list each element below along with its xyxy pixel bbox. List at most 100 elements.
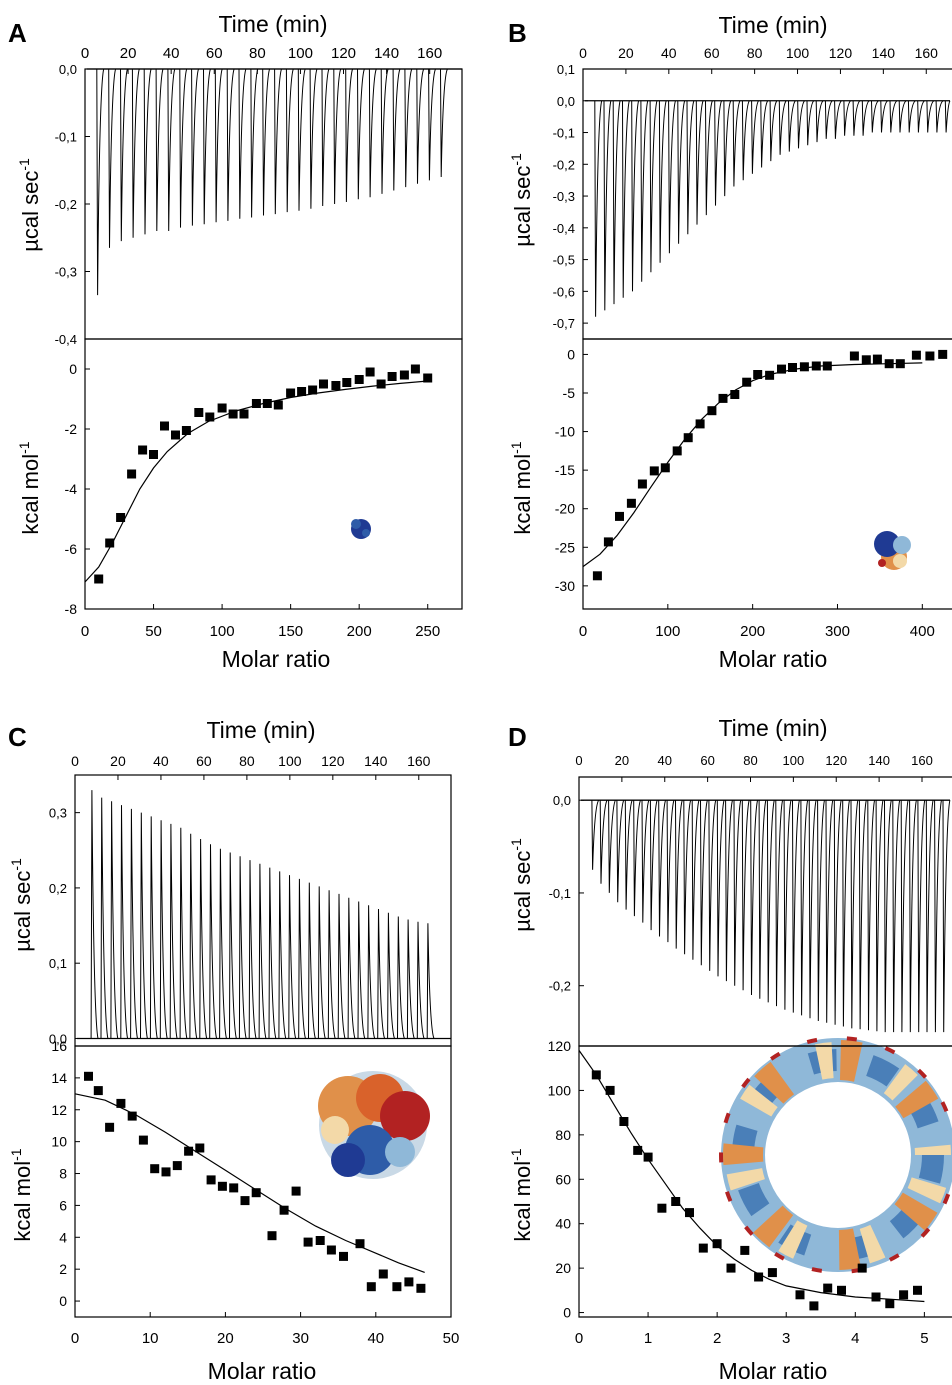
tick-label: 50 bbox=[443, 1330, 460, 1347]
data-point bbox=[229, 1183, 239, 1193]
injection-peak bbox=[783, 800, 792, 1010]
injection-peak bbox=[723, 100, 732, 197]
tick-label: 10 bbox=[51, 1134, 67, 1150]
injection-peak bbox=[666, 800, 675, 943]
ratio-axis-title: Molar ratio bbox=[222, 646, 331, 672]
injection-peak bbox=[120, 68, 128, 242]
injection-peak bbox=[900, 800, 909, 1033]
tick-label: 120 bbox=[331, 45, 356, 62]
injection-peak bbox=[817, 800, 825, 1022]
enthalpy-axis-title: kcal mol-1 bbox=[16, 441, 43, 534]
data-point bbox=[84, 1071, 93, 1081]
injection-peak bbox=[591, 799, 600, 870]
tick-label: 140 bbox=[364, 753, 388, 769]
data-points bbox=[591, 1070, 922, 1311]
tick-label: 120 bbox=[825, 753, 847, 768]
injection-peak bbox=[926, 100, 935, 133]
tick-label: -0,2 bbox=[553, 157, 575, 172]
tick-label: 2 bbox=[59, 1261, 67, 1277]
tick-label: 0,2 bbox=[49, 881, 67, 896]
data-point bbox=[605, 1085, 615, 1095]
time-axis-title: Time (min) bbox=[218, 11, 327, 37]
injection-peak bbox=[867, 800, 876, 1031]
tick-label: 4 bbox=[851, 1330, 859, 1347]
tick-label: 0 bbox=[69, 361, 77, 377]
data-point bbox=[116, 1098, 126, 1108]
injection-peak bbox=[380, 68, 389, 194]
injection-peak bbox=[705, 100, 713, 216]
data-point bbox=[161, 1167, 171, 1177]
injection-peak bbox=[337, 893, 346, 1039]
tick-label: -0,5 bbox=[553, 253, 575, 268]
tick-label: 60 bbox=[206, 45, 223, 62]
fit-curve bbox=[84, 380, 428, 583]
tick-label: 140 bbox=[868, 753, 890, 768]
data-point bbox=[643, 1152, 653, 1162]
data-point bbox=[795, 1290, 805, 1300]
tick-label: -15 bbox=[555, 462, 575, 478]
tick-label: -0,1 bbox=[55, 130, 77, 145]
injection-peak bbox=[788, 100, 796, 152]
injection-peak bbox=[397, 916, 405, 1039]
data-point bbox=[387, 372, 397, 381]
injection-peak bbox=[100, 797, 109, 1039]
data-point bbox=[262, 399, 272, 408]
data-point bbox=[404, 1277, 414, 1287]
raw-thermogram bbox=[581, 799, 951, 1033]
data-point bbox=[150, 1164, 160, 1174]
fit-line bbox=[84, 380, 428, 583]
data-point bbox=[366, 1282, 376, 1292]
int-x-ticks: 0 100 200 300 400 bbox=[579, 604, 935, 640]
tick-label: -8 bbox=[65, 601, 78, 617]
injection-peak bbox=[274, 68, 282, 215]
data-point bbox=[777, 364, 786, 374]
tick-label: 40 bbox=[661, 45, 677, 61]
fit-line bbox=[578, 1050, 925, 1303]
injection-peak bbox=[608, 799, 616, 893]
data-point bbox=[885, 1299, 895, 1309]
injection-peak bbox=[758, 800, 767, 999]
tick-label: -30 bbox=[555, 578, 575, 594]
data-point bbox=[240, 1196, 250, 1206]
tick-label: 80 bbox=[747, 45, 763, 61]
injection-peak bbox=[347, 897, 356, 1039]
tick-label: 0 bbox=[575, 1330, 583, 1347]
injection-peak bbox=[209, 844, 218, 1039]
tick-label: 0,0 bbox=[557, 94, 575, 109]
data-point bbox=[181, 426, 191, 435]
tick-label: 5 bbox=[920, 1330, 928, 1347]
data-point bbox=[267, 1231, 277, 1241]
tick-label: 60 bbox=[555, 1171, 571, 1187]
protein-structure-inset bbox=[351, 519, 371, 539]
tick-label: 40 bbox=[367, 1330, 384, 1347]
data-point bbox=[194, 408, 204, 417]
injection-peak bbox=[691, 800, 700, 960]
tick-label: -0,6 bbox=[553, 284, 575, 299]
tick-label: 0 bbox=[71, 753, 79, 769]
injection-peak bbox=[130, 808, 138, 1039]
injection-peak bbox=[766, 800, 775, 1003]
time-axis-title: Time (min) bbox=[206, 717, 315, 743]
injection-peak bbox=[898, 100, 907, 133]
data-point bbox=[416, 1283, 426, 1293]
data-point bbox=[857, 1263, 867, 1273]
data-point bbox=[105, 538, 115, 548]
injection-peak bbox=[889, 100, 898, 133]
data-point bbox=[376, 379, 386, 389]
injection-peak bbox=[416, 921, 425, 1039]
protein-structure-inset bbox=[318, 1071, 430, 1179]
tick-label: 160 bbox=[911, 753, 933, 768]
injection-peak bbox=[238, 68, 247, 219]
data-point bbox=[138, 445, 148, 455]
data-point bbox=[239, 409, 249, 419]
injection-peak bbox=[668, 100, 676, 254]
injection-peak bbox=[612, 100, 621, 305]
tick-label: -0,1 bbox=[549, 886, 571, 901]
injection-peak bbox=[641, 799, 650, 923]
data-point bbox=[303, 1237, 313, 1247]
data-point bbox=[93, 1086, 103, 1096]
tick-label: 12 bbox=[51, 1102, 67, 1118]
data-point bbox=[365, 367, 375, 377]
injection-peak bbox=[649, 800, 658, 931]
tick-label: 0 bbox=[575, 753, 582, 768]
